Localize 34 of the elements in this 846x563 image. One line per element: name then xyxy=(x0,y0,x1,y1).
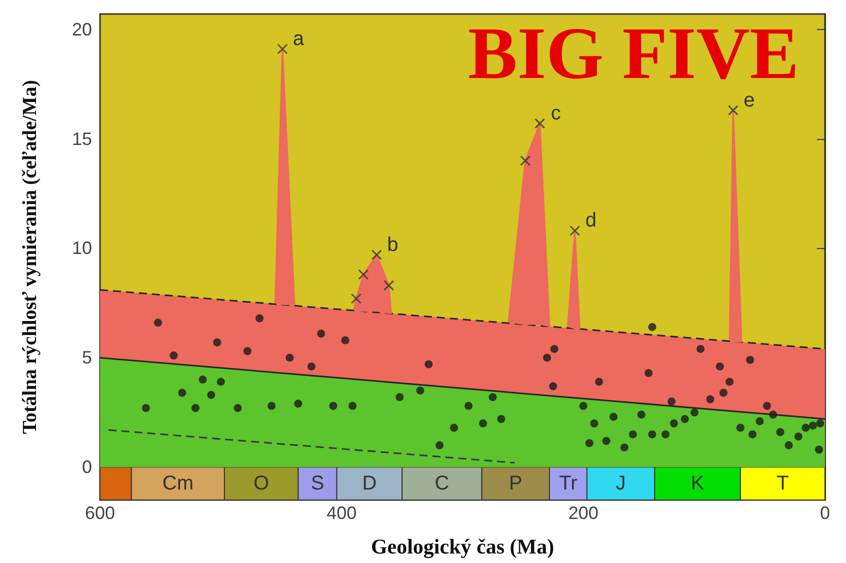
x-tick-label: 0 xyxy=(820,503,830,523)
y-tick-label: 15 xyxy=(72,128,92,149)
point xyxy=(384,280,394,291)
band-label: S xyxy=(310,472,324,495)
point xyxy=(570,225,580,236)
y-tick-label: 0 xyxy=(82,457,92,478)
point xyxy=(350,293,362,304)
band-label: Cm xyxy=(162,472,194,495)
x-tick-label: 600 xyxy=(84,503,116,523)
y-tick-label: 5 xyxy=(82,348,92,368)
x-tick-label: 200 xyxy=(568,503,598,523)
point xyxy=(534,118,546,129)
y-tick-label: 10 xyxy=(72,238,92,258)
annotation: d xyxy=(585,210,596,232)
y-tick-label: 20 xyxy=(72,19,92,40)
point xyxy=(358,269,369,280)
band-label: Tr xyxy=(559,472,578,495)
point xyxy=(728,105,738,116)
x-tick-label: 400 xyxy=(326,503,357,523)
point xyxy=(520,155,531,166)
band-label: K xyxy=(690,472,705,495)
band-label: C xyxy=(434,472,450,495)
band-label: P xyxy=(508,472,522,495)
x-axis-title: Geologický čas (Ma) xyxy=(370,534,554,558)
y-axis-title: Totálna rýchlosť vymierania (čeľade/Ma) xyxy=(19,80,41,434)
band-label: O xyxy=(254,472,270,495)
band-label: D xyxy=(362,472,377,495)
point xyxy=(371,250,382,260)
band-label: T xyxy=(776,472,789,495)
band-label: J xyxy=(616,472,626,495)
annotation: a xyxy=(292,28,305,50)
point xyxy=(277,44,288,54)
annotation: c xyxy=(550,102,561,124)
annotation: b xyxy=(387,234,398,256)
